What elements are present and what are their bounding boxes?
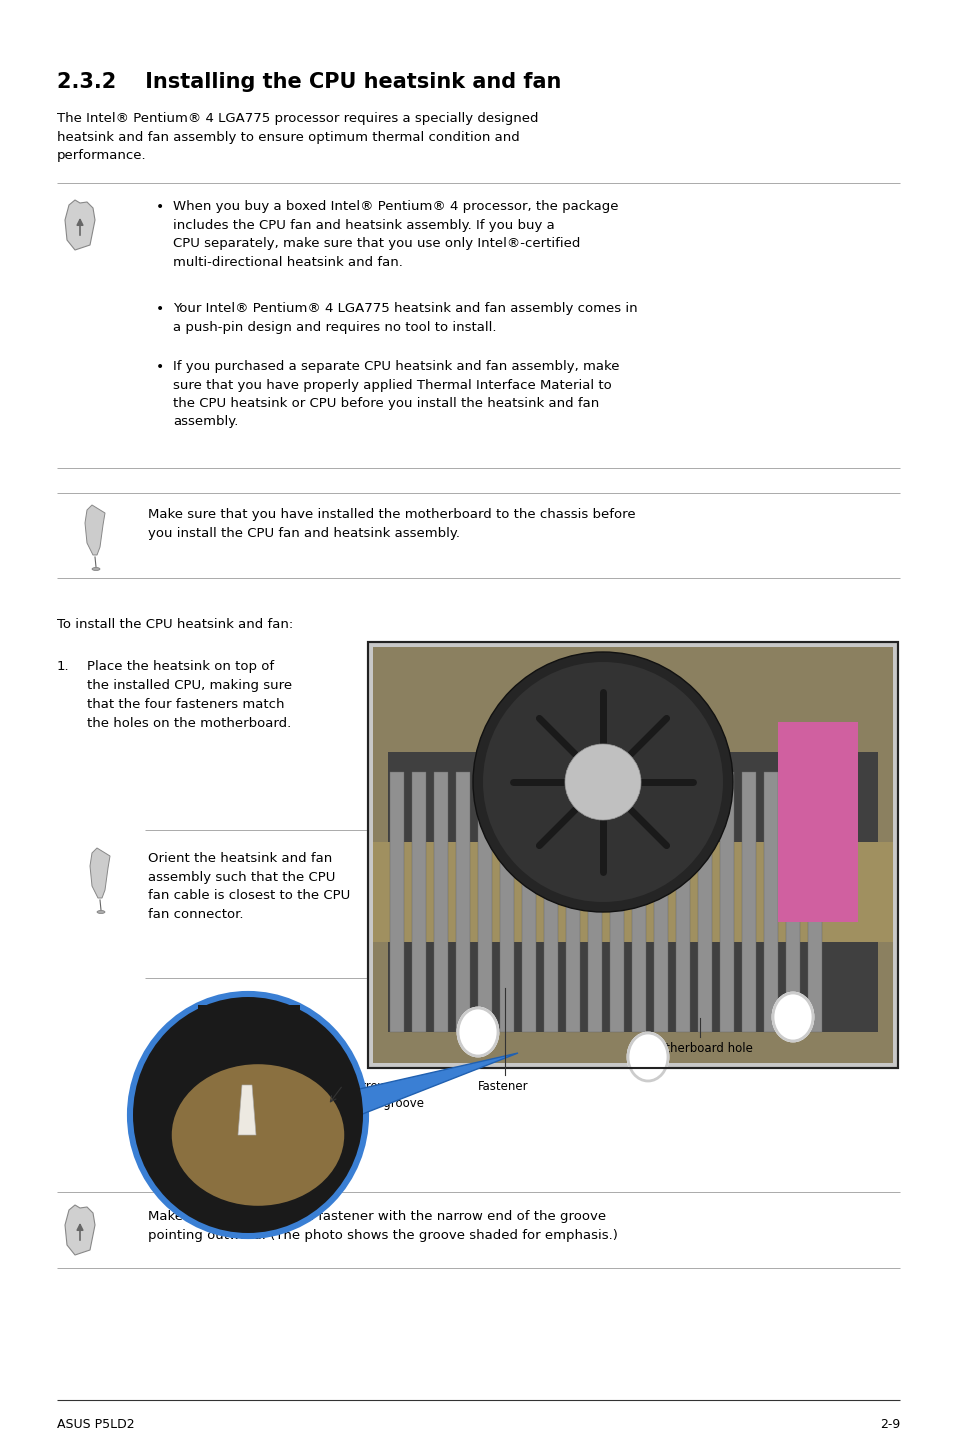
Bar <box>785 772 800 1032</box>
Bar <box>412 772 426 1032</box>
Text: The Intel® Pentium® 4 LGA775 processor requires a specially designed
heatsink an: The Intel® Pentium® 4 LGA775 processor r… <box>57 112 537 162</box>
Bar <box>807 772 821 1032</box>
Bar <box>198 1005 210 1055</box>
Bar <box>215 1005 228 1055</box>
Text: ASUS P5LD2: ASUS P5LD2 <box>57 1418 134 1431</box>
Polygon shape <box>245 1053 517 1114</box>
Text: 2-9: 2-9 <box>879 1418 899 1431</box>
Text: When you buy a boxed Intel® Pentium® 4 processor, the package
includes the CPU f: When you buy a boxed Intel® Pentium® 4 p… <box>172 200 618 269</box>
Bar <box>390 772 403 1032</box>
Bar <box>499 772 514 1032</box>
Text: Orient the heatsink and fan
assembly such that the CPU
fan cable is closest to t: Orient the heatsink and fan assembly suc… <box>148 851 350 920</box>
Circle shape <box>564 743 640 820</box>
Bar <box>720 772 733 1032</box>
Bar <box>434 772 448 1032</box>
Bar <box>373 647 892 1063</box>
Bar <box>698 772 711 1032</box>
Bar <box>778 722 857 922</box>
Text: •: • <box>155 302 164 316</box>
Ellipse shape <box>129 994 367 1237</box>
Text: Your Intel® Pentium® 4 LGA775 heatsink and fan assembly comes in
a push-pin desi: Your Intel® Pentium® 4 LGA775 heatsink a… <box>172 302 637 334</box>
Bar <box>270 1005 282 1055</box>
Text: Make sure that you have installed the motherboard to the chassis before
you inst: Make sure that you have installed the mo… <box>148 508 635 539</box>
Ellipse shape <box>627 1032 667 1081</box>
Text: Place the heatsink on top of
the installed CPU, making sure
that the four fasten: Place the heatsink on top of the install… <box>87 660 292 731</box>
Polygon shape <box>237 1086 255 1135</box>
Bar <box>565 772 579 1032</box>
Text: Fastener: Fastener <box>477 1080 528 1093</box>
Bar <box>763 772 778 1032</box>
Bar <box>741 772 755 1032</box>
Polygon shape <box>65 1205 95 1255</box>
Bar <box>368 641 897 1068</box>
Ellipse shape <box>457 1008 497 1055</box>
Text: •: • <box>155 360 164 374</box>
Text: Make sure to orient each fastener with the narrow end of the groove
pointing out: Make sure to orient each fastener with t… <box>148 1209 618 1241</box>
Bar <box>521 772 536 1032</box>
Bar <box>373 843 892 942</box>
Bar <box>388 752 877 1032</box>
Bar <box>609 772 623 1032</box>
Ellipse shape <box>772 994 812 1041</box>
Bar <box>252 1005 264 1055</box>
Polygon shape <box>90 848 110 897</box>
Bar <box>368 641 897 1068</box>
Ellipse shape <box>97 910 105 913</box>
Bar <box>477 772 492 1032</box>
Text: 1.: 1. <box>57 660 70 673</box>
Text: Motherboard hole: Motherboard hole <box>647 1043 752 1055</box>
Ellipse shape <box>132 997 363 1232</box>
Bar <box>233 1005 246 1055</box>
Text: To install the CPU heatsink and fan:: To install the CPU heatsink and fan: <box>57 618 293 631</box>
Ellipse shape <box>172 1064 344 1206</box>
Polygon shape <box>85 505 105 555</box>
Text: If you purchased a separate CPU heatsink and fan assembly, make
sure that you ha: If you purchased a separate CPU heatsink… <box>172 360 618 429</box>
Text: •: • <box>155 200 164 214</box>
Bar <box>631 772 645 1032</box>
Bar <box>676 772 689 1032</box>
Text: 2.3.2    Installing the CPU heatsink and fan: 2.3.2 Installing the CPU heatsink and fa… <box>57 72 560 92</box>
Bar <box>543 772 558 1032</box>
Bar <box>654 772 667 1032</box>
Polygon shape <box>65 200 95 250</box>
Bar <box>456 772 470 1032</box>
Text: Narrow end
of the groove: Narrow end of the groove <box>345 1080 423 1110</box>
Ellipse shape <box>91 568 100 571</box>
Bar <box>288 1005 299 1055</box>
Bar <box>587 772 601 1032</box>
Circle shape <box>473 651 732 912</box>
Circle shape <box>482 661 722 902</box>
